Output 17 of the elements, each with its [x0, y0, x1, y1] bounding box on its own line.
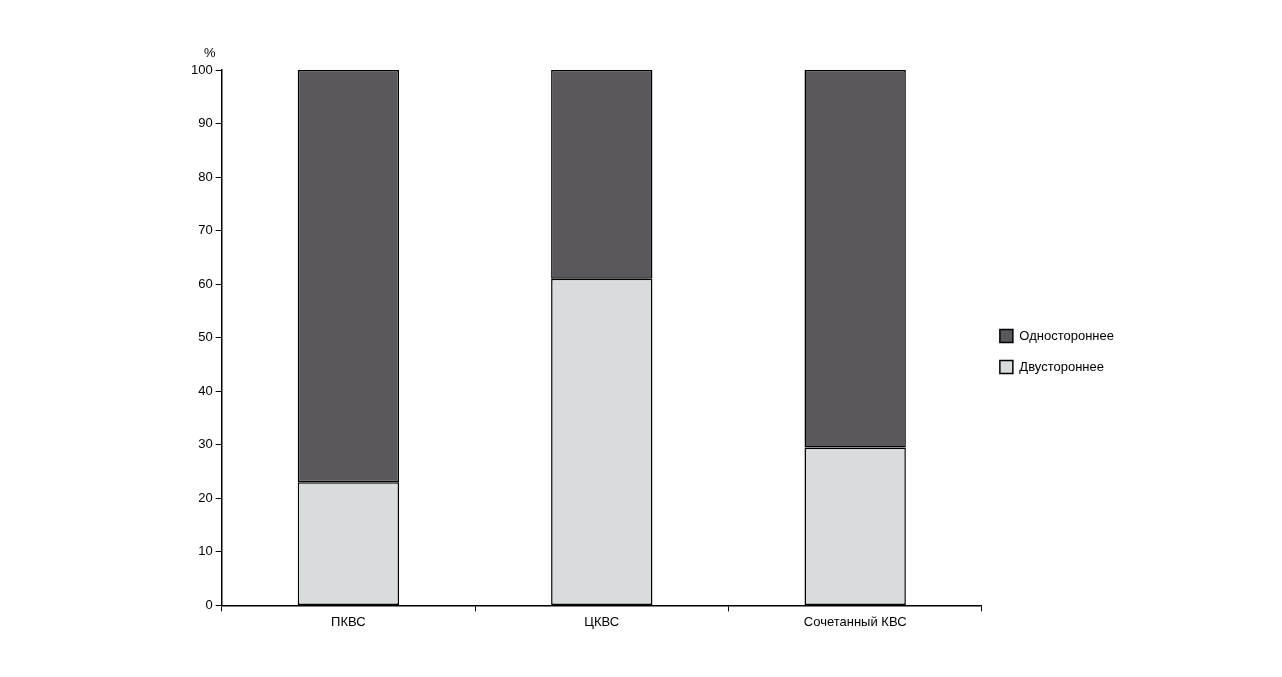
y-tick-label: 100	[190, 61, 213, 77]
y-axis-title: %	[203, 45, 216, 61]
y-tick-label: 40	[198, 382, 213, 398]
y-tick-label: 90	[198, 115, 213, 131]
y-tick-label: 80	[198, 168, 213, 184]
x-tick-label: ПКВС	[331, 613, 366, 629]
x-tick-label: ЦКВС	[584, 613, 620, 629]
legend-label: Одностороннее	[1019, 327, 1114, 343]
y-tick-label: 70	[198, 222, 213, 238]
y-tick-label: 50	[198, 329, 213, 345]
x-tick-label: Сочетанный КВС	[803, 613, 907, 629]
y-tick-label: 20	[198, 489, 213, 505]
legend-label: Двустороннее	[1019, 358, 1104, 374]
y-tick-label: 10	[198, 543, 213, 559]
y-tick-label: 30	[198, 436, 213, 452]
y-tick-label: 60	[198, 275, 213, 291]
y-tick-label: 0	[205, 596, 213, 612]
